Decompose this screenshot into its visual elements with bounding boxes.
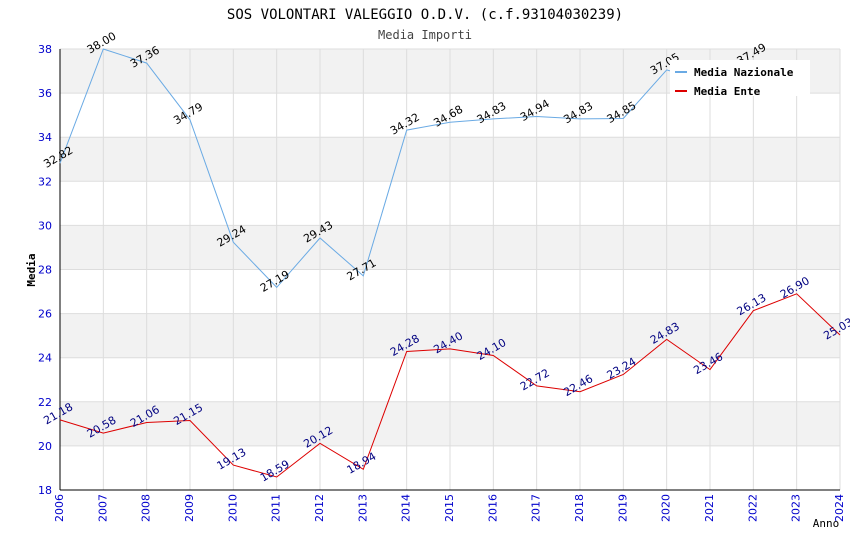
y-tick-label: 38 [38, 43, 52, 56]
y-tick-label: 34 [38, 131, 52, 144]
x-tick-label: 2019 [616, 494, 629, 522]
x-tick-label: 2018 [573, 494, 586, 522]
x-tick-label: 2020 [660, 494, 673, 522]
x-tick-label: 2017 [530, 494, 543, 522]
y-axis-title: Media [25, 253, 38, 286]
x-tick-label: 2008 [140, 494, 153, 522]
y-tick-label: 30 [38, 219, 52, 232]
x-tick-label: 2022 [746, 494, 759, 522]
x-tick-label: 2014 [400, 494, 413, 522]
y-tick-label: 36 [38, 87, 52, 100]
x-tick-label: 2009 [183, 494, 196, 522]
series-lines [59, 48, 841, 478]
x-tick-label: 2023 [790, 494, 803, 522]
x-tick-label: 2015 [443, 494, 456, 522]
x-tick-label: 2012 [313, 494, 326, 522]
x-tick-label: 2024 [833, 494, 846, 522]
x-tick-label: 2013 [356, 494, 369, 522]
legend-label: Media Nazionale [694, 66, 794, 79]
legend-box [670, 60, 810, 96]
y-tick-label: 24 [38, 352, 52, 365]
y-tick-label: 32 [38, 175, 52, 188]
x-tick-label: 2021 [703, 494, 716, 522]
legend: Media Nazionale Media Ente [670, 60, 810, 98]
series-line-media-ente [59, 293, 841, 478]
series-line-media-nazionale [59, 48, 754, 289]
x-tick-labels: 2006 2007 2008 2009 2010 2011 2012 2013 2014 2015… [53, 494, 846, 522]
y-tick-labels: 18 20 22 24 26 28 30 32 34 36 38 [38, 43, 52, 497]
chart-subtitle: Media Importi [378, 28, 472, 42]
chart-title: SOS VOLONTARI VALEGGIO O.D.V. (c.f.93104… [227, 7, 623, 23]
y-tick-label: 20 [38, 440, 52, 453]
y-tick-label: 28 [38, 264, 52, 277]
x-tick-label: 2006 [53, 494, 66, 522]
legend-label: Media Ente [694, 85, 761, 98]
y-tick-label: 22 [38, 396, 52, 409]
x-tick-label: 2011 [270, 494, 283, 522]
y-tick-label: 26 [38, 308, 52, 321]
x-tick-label: 2010 [226, 494, 239, 522]
x-tick-label: 2007 [96, 494, 109, 522]
x-axis-title: Anno [813, 517, 840, 530]
x-tick-label: 2016 [486, 494, 499, 522]
y-tick-label: 18 [38, 484, 52, 497]
